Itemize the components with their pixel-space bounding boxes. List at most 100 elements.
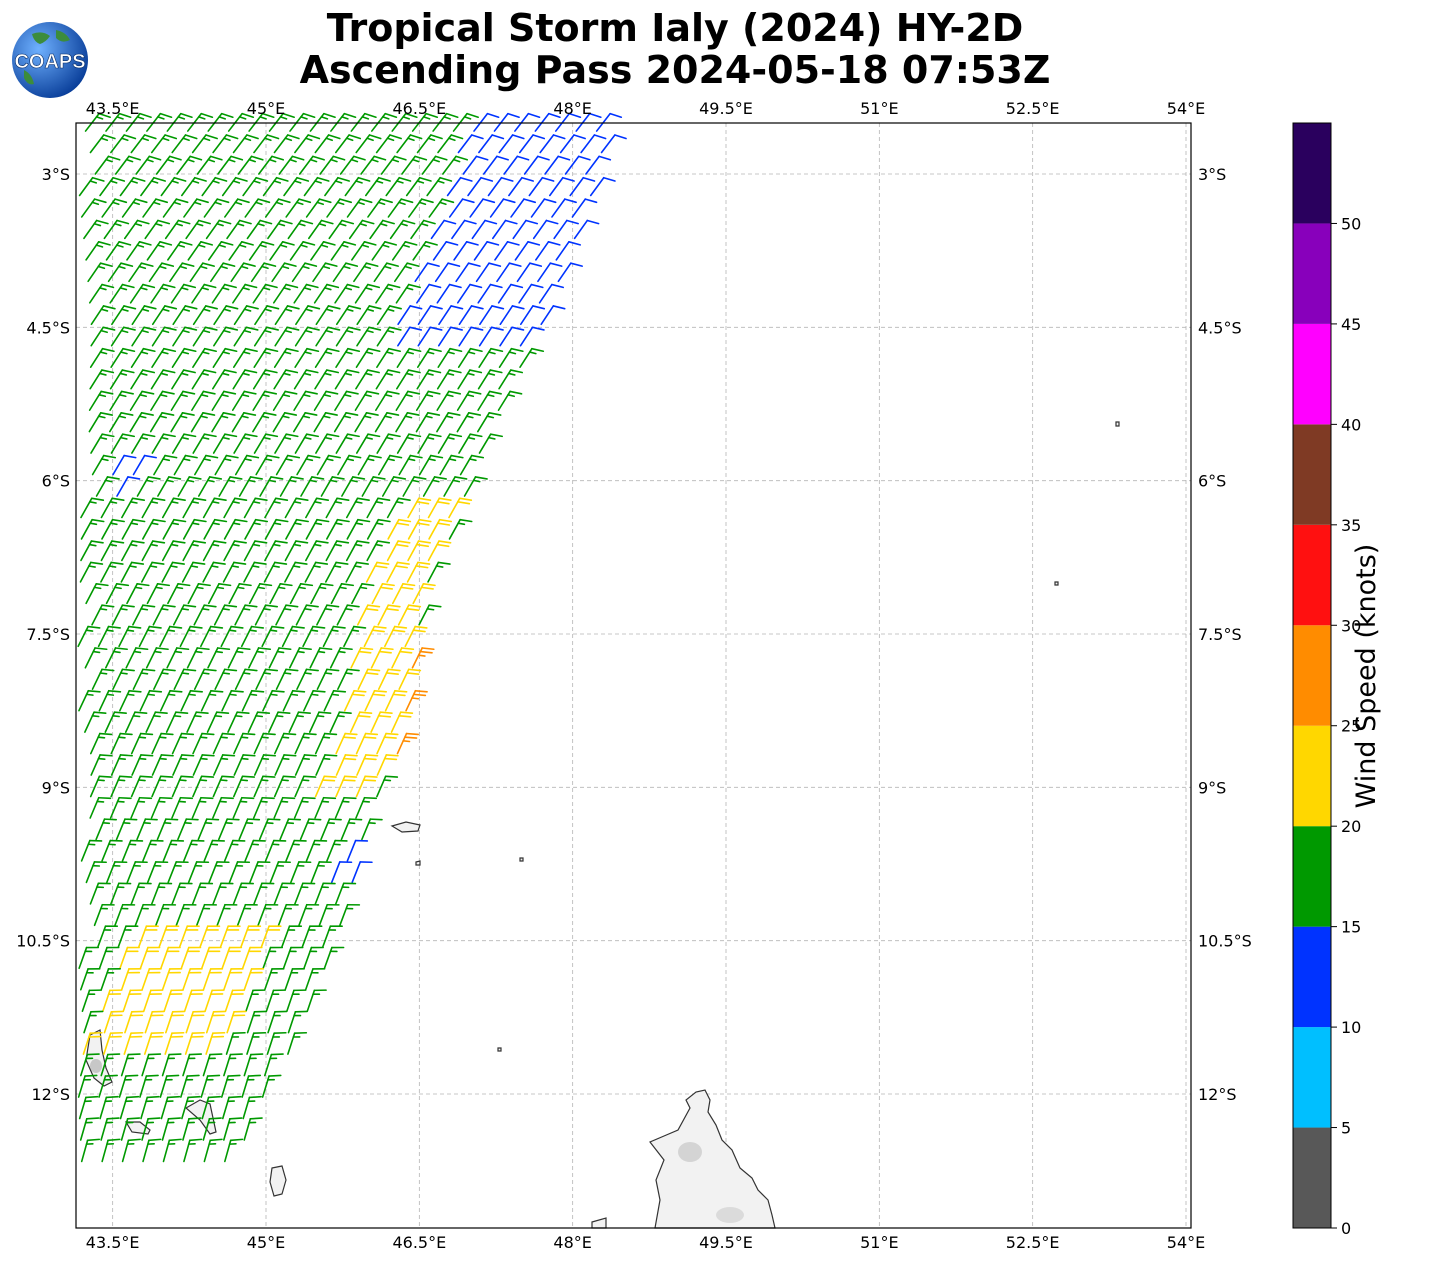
wind-barb (355, 369, 380, 390)
wind-barb (514, 112, 541, 132)
wind-barb (350, 647, 374, 669)
wind-barb (116, 476, 141, 497)
wind-barb (142, 518, 166, 540)
wind-barb (298, 155, 325, 175)
wind-barb (478, 433, 503, 454)
wind-barb (272, 411, 298, 433)
island-anjouan (184, 1099, 217, 1135)
wind-barb (294, 347, 320, 369)
wind-barb (112, 454, 137, 476)
wind-barb (129, 390, 155, 411)
wind-barb (80, 497, 105, 519)
colorbar-bin (1293, 223, 1331, 324)
wind-barb (177, 818, 199, 841)
wind-barb (390, 711, 414, 733)
wind-barb (143, 1031, 165, 1055)
wind-barb (304, 968, 326, 991)
axis-ticks: 43.5°E 43.5°E 45°E 45°E 46.5°E 46.5°E 48°E 48°E… (16, 99, 1252, 1252)
wind-barb (417, 326, 443, 347)
wind-barb (305, 497, 330, 519)
wind-barb (314, 775, 337, 798)
wind-barb (191, 134, 218, 154)
wind-barb (90, 754, 113, 776)
wind-barb (106, 861, 128, 884)
wind-barb (473, 112, 500, 132)
wind-barb (298, 903, 320, 927)
wind-barb (275, 604, 299, 626)
wind-barb (398, 668, 422, 691)
wind-barb (538, 283, 565, 304)
wind-barb (482, 155, 509, 175)
wind-barb (374, 411, 400, 433)
wind-barb (528, 176, 555, 197)
wind-barb (202, 1117, 222, 1141)
wind-barb (263, 968, 285, 991)
wind-barb (167, 861, 189, 884)
wind-barb (436, 369, 462, 390)
wind-barb (142, 198, 169, 218)
wind-barb (398, 454, 423, 476)
wind-barb (313, 283, 340, 304)
lon-tick-label-bottom: 46.5°E (392, 1233, 446, 1252)
wind-barb (268, 647, 292, 669)
wind-barb (273, 796, 296, 819)
wind-barb (534, 112, 561, 132)
wind-barb (201, 1095, 222, 1120)
wind-barb (376, 433, 401, 454)
wind-barb (357, 668, 381, 691)
wind-barb (407, 540, 431, 562)
wind-barb (153, 668, 176, 691)
wind-barb (335, 347, 361, 369)
wind-barb (89, 347, 115, 369)
wind-barb (224, 989, 246, 1013)
wind-barb (446, 176, 473, 197)
wind-barb (222, 561, 247, 583)
wind-barb (221, 176, 248, 197)
wind-barb (477, 390, 502, 411)
wind-barb (397, 604, 422, 626)
wind-barb (205, 1031, 226, 1055)
wind-barb (227, 711, 250, 733)
wind-barb (165, 711, 189, 733)
wind-barb (135, 155, 162, 175)
wind-barb (191, 283, 217, 304)
lat-tick-label-left: 4.5°S (26, 318, 70, 337)
wind-barb (202, 540, 227, 562)
wind-barb (161, 968, 183, 991)
wind-barb (211, 390, 237, 411)
wind-barb (246, 1031, 267, 1055)
wind-barb (98, 946, 120, 970)
wind-barb (185, 1010, 206, 1034)
wind-barb (427, 561, 451, 583)
wind-barb (370, 112, 398, 132)
wind-barb (442, 155, 469, 175)
wind-barb (361, 818, 383, 841)
wind-barb (134, 903, 156, 927)
wind-barb (391, 583, 416, 605)
wind-barb (83, 219, 109, 240)
wind-barb (427, 540, 452, 562)
wind-barb (427, 497, 452, 519)
wind-barb (386, 497, 411, 519)
wind-barb (289, 647, 312, 669)
wind-barb (334, 369, 360, 390)
wind-barb (436, 283, 462, 304)
wind-barb (78, 689, 101, 712)
wind-barb (335, 433, 360, 454)
wind-barb (275, 668, 299, 691)
wind-barb (203, 518, 228, 540)
wind-barb (192, 775, 215, 798)
wind-barb (247, 711, 271, 733)
wind-barb (363, 625, 387, 648)
wind-barb (208, 861, 230, 884)
wind-barb (356, 305, 382, 326)
wind-barb (487, 176, 514, 197)
wind-barb (80, 518, 105, 540)
wind-barb (357, 454, 382, 476)
wind-barb (211, 283, 237, 304)
wind-barb (260, 925, 282, 948)
wind-barb (325, 497, 350, 519)
wind-barb (285, 839, 307, 862)
wind-barb (146, 861, 169, 884)
island-mayotte (269, 1165, 287, 1197)
